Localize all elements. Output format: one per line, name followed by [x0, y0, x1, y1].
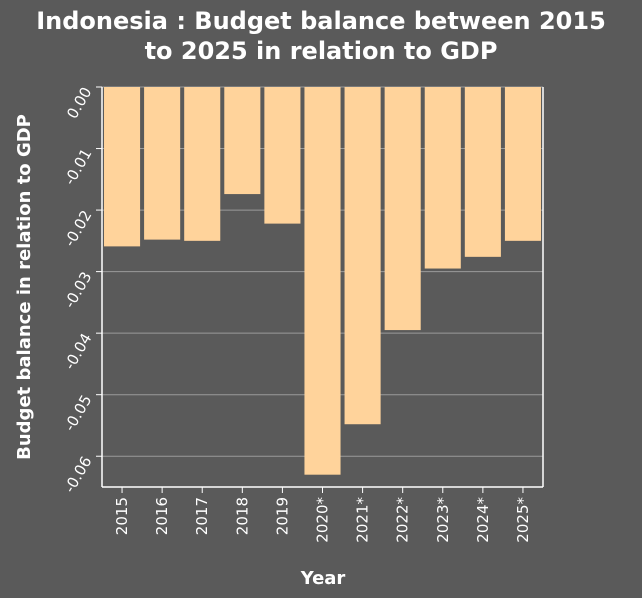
x-tick-label: 2021* [354, 497, 372, 543]
y-tick-label: 0.00 [63, 84, 95, 122]
y-tick-label: -0.02 [60, 207, 95, 250]
bar-2021-proj [344, 87, 381, 425]
bar-2025-proj [504, 87, 541, 241]
chart-title: Indonesia : Budget balance between 2015 … [36, 7, 606, 65]
bar-2018 [224, 87, 261, 195]
x-tick-label: 2016 [153, 497, 171, 535]
bar-2017 [184, 87, 221, 241]
x-tick-label: 2015 [113, 497, 131, 535]
bar-2016 [144, 87, 181, 240]
x-tick-label: 2022* [394, 497, 412, 543]
x-tick-label: 2017 [193, 497, 211, 535]
x-tick-label: 2023* [434, 497, 452, 543]
x-tick-label: 2024* [474, 497, 492, 543]
x-tick-label: 2019 [273, 497, 291, 535]
bar-2022-proj [384, 87, 421, 331]
x-axis-title: Year [300, 568, 346, 589]
bar-2019 [264, 87, 301, 224]
bar-2023-proj [424, 87, 461, 269]
y-tick-label: -0.04 [60, 330, 95, 373]
x-tick-label: 2018 [233, 497, 251, 535]
bar-2015 [104, 87, 141, 247]
y-tick-label: -0.06 [60, 453, 95, 496]
axes [96, 86, 544, 493]
bar-2024-proj [464, 87, 501, 257]
bars [104, 87, 541, 475]
y-tick-label: -0.01 [60, 146, 95, 189]
x-tick-label: 2025* [514, 497, 532, 543]
x-tick-label: 2020* [314, 497, 332, 543]
y-axis-title: Budget balance in relation to GDP [14, 114, 35, 460]
bar-2020-proj [304, 87, 341, 475]
y-tick-label: -0.03 [60, 269, 95, 312]
y-tick-label: -0.05 [60, 392, 95, 435]
